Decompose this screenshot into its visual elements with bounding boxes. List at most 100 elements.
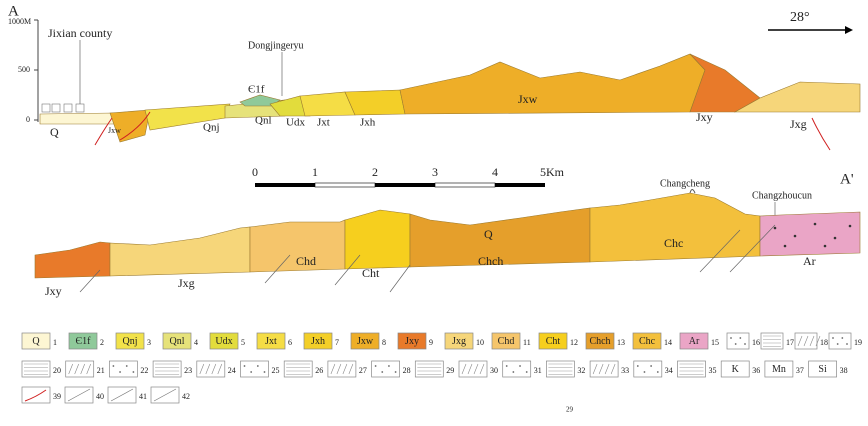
pattern-mark [264, 371, 266, 373]
place-label: Changzhoucun [752, 190, 812, 201]
pattern-mark [381, 371, 383, 373]
legend-swatch [727, 333, 749, 349]
legend-number: 31 [534, 366, 542, 375]
unit-q [40, 113, 120, 124]
elevation-label: 1000M [8, 17, 31, 26]
legend-number: 7 [335, 338, 339, 347]
pattern-mark [637, 365, 639, 367]
unit-label: Q [484, 227, 493, 241]
legend-label: Q [32, 336, 40, 347]
legend-number: 16 [752, 338, 760, 347]
legend-label: Chd [498, 336, 515, 347]
legend-number: 21 [97, 366, 105, 375]
scale-tick: 1 [312, 165, 318, 179]
unit-label: Chd [296, 254, 316, 268]
scale-bar: 0 1 2 3 4 5Km [252, 165, 565, 187]
pattern-mark [244, 365, 246, 367]
legend-label: Jxg [452, 336, 466, 347]
unit-ar [760, 212, 860, 256]
legend-number: 24 [228, 366, 236, 375]
legend-label: Qnl [170, 336, 185, 347]
unit-label: Jxh [360, 117, 376, 129]
pattern-mark [388, 365, 390, 367]
legend-swatch [66, 361, 94, 377]
legend-number: 30 [490, 366, 498, 375]
pattern-mark [846, 343, 848, 345]
page-number: 29 [566, 406, 574, 414]
unit-label: Qnj [203, 122, 220, 134]
pattern-mark [730, 337, 732, 339]
legend-label: Jxy [405, 336, 419, 347]
legend-number: 5 [241, 338, 245, 347]
pattern-mark [395, 371, 397, 373]
legend-number: 2 [100, 338, 104, 347]
unit-label: Jxw [518, 92, 538, 106]
section-end: A' [840, 171, 854, 187]
legend-label: Jxw [357, 336, 374, 347]
pattern-mark [644, 371, 646, 373]
unit-label: Є1f [248, 84, 265, 96]
scale-tick: 4 [492, 165, 498, 179]
unit-label: Jxg [178, 276, 195, 290]
place-label: Dongjingeryu [248, 40, 304, 51]
legend-number: 17 [786, 338, 794, 347]
legend-number: 32 [577, 366, 585, 375]
legend-number: 15 [711, 338, 719, 347]
legend-label: Jxh [311, 336, 325, 347]
unit-label: Qnl [255, 115, 272, 127]
legend-number: 1 [53, 338, 57, 347]
unit-label: Jxt [317, 117, 330, 129]
unit-label: Ar [803, 254, 816, 268]
legend-number: 27 [359, 366, 367, 375]
scale-tick: 0 [252, 165, 258, 179]
unit-chc [590, 193, 760, 262]
pattern-mark [519, 365, 521, 367]
unit-label: Jxg [790, 117, 807, 131]
legend-number: 22 [140, 366, 148, 375]
unit-label: Jxy [45, 284, 62, 298]
pattern-mark [526, 371, 528, 373]
unit-label: Udx [286, 117, 305, 129]
legend-number: 9 [429, 338, 433, 347]
unit-label: Cht [362, 266, 380, 280]
legend-number: 25 [272, 366, 280, 375]
pattern-mark [126, 365, 128, 367]
legend-swatch [459, 361, 487, 377]
pattern-mark [837, 343, 839, 345]
pattern-mark [375, 365, 377, 367]
section-a: A 1000M 500 0 Jixian county Dongjingeryu… [8, 3, 860, 150]
legend-number: 14 [664, 338, 672, 347]
legend-label: Chc [639, 336, 656, 347]
legend-label: Ar [689, 336, 700, 347]
legend-number: 12 [570, 338, 578, 347]
legend-number: 41 [139, 392, 147, 401]
legend-label: K [732, 364, 740, 375]
houses [42, 104, 84, 112]
unit-jxy [35, 242, 110, 278]
legend-swatch [634, 361, 662, 377]
legend-number: 10 [476, 338, 484, 347]
legend-number: 4 [194, 338, 198, 347]
legend-number: 3 [147, 338, 151, 347]
legend-label: Si [818, 364, 827, 375]
legend-label: Mn [772, 364, 786, 375]
unit-jxh [345, 90, 405, 115]
legend-label: Cht [546, 336, 561, 347]
pattern-mark [257, 365, 259, 367]
legend-number: 11 [523, 338, 531, 347]
legend-swatch [197, 361, 225, 377]
legend-number: 29 [446, 366, 454, 375]
legend-number: 8 [382, 338, 386, 347]
legend-number: 35 [709, 366, 717, 375]
legend-swatch [503, 361, 531, 377]
direction: 28° [790, 10, 810, 25]
unit-label: Jxw [108, 126, 121, 135]
legend-label: Qnj [123, 336, 138, 347]
legend-label: Jxt [265, 336, 277, 347]
unit-label: Jxy [696, 110, 713, 124]
legend-number: 33 [621, 366, 629, 375]
legend-number: 37 [796, 366, 804, 375]
elevation-label: 500 [18, 65, 30, 74]
section-b: Jxy Jxg Chd Cht Q Chch Chc Ar Changcheng… [35, 171, 860, 297]
legend-label: Chch [589, 336, 610, 347]
